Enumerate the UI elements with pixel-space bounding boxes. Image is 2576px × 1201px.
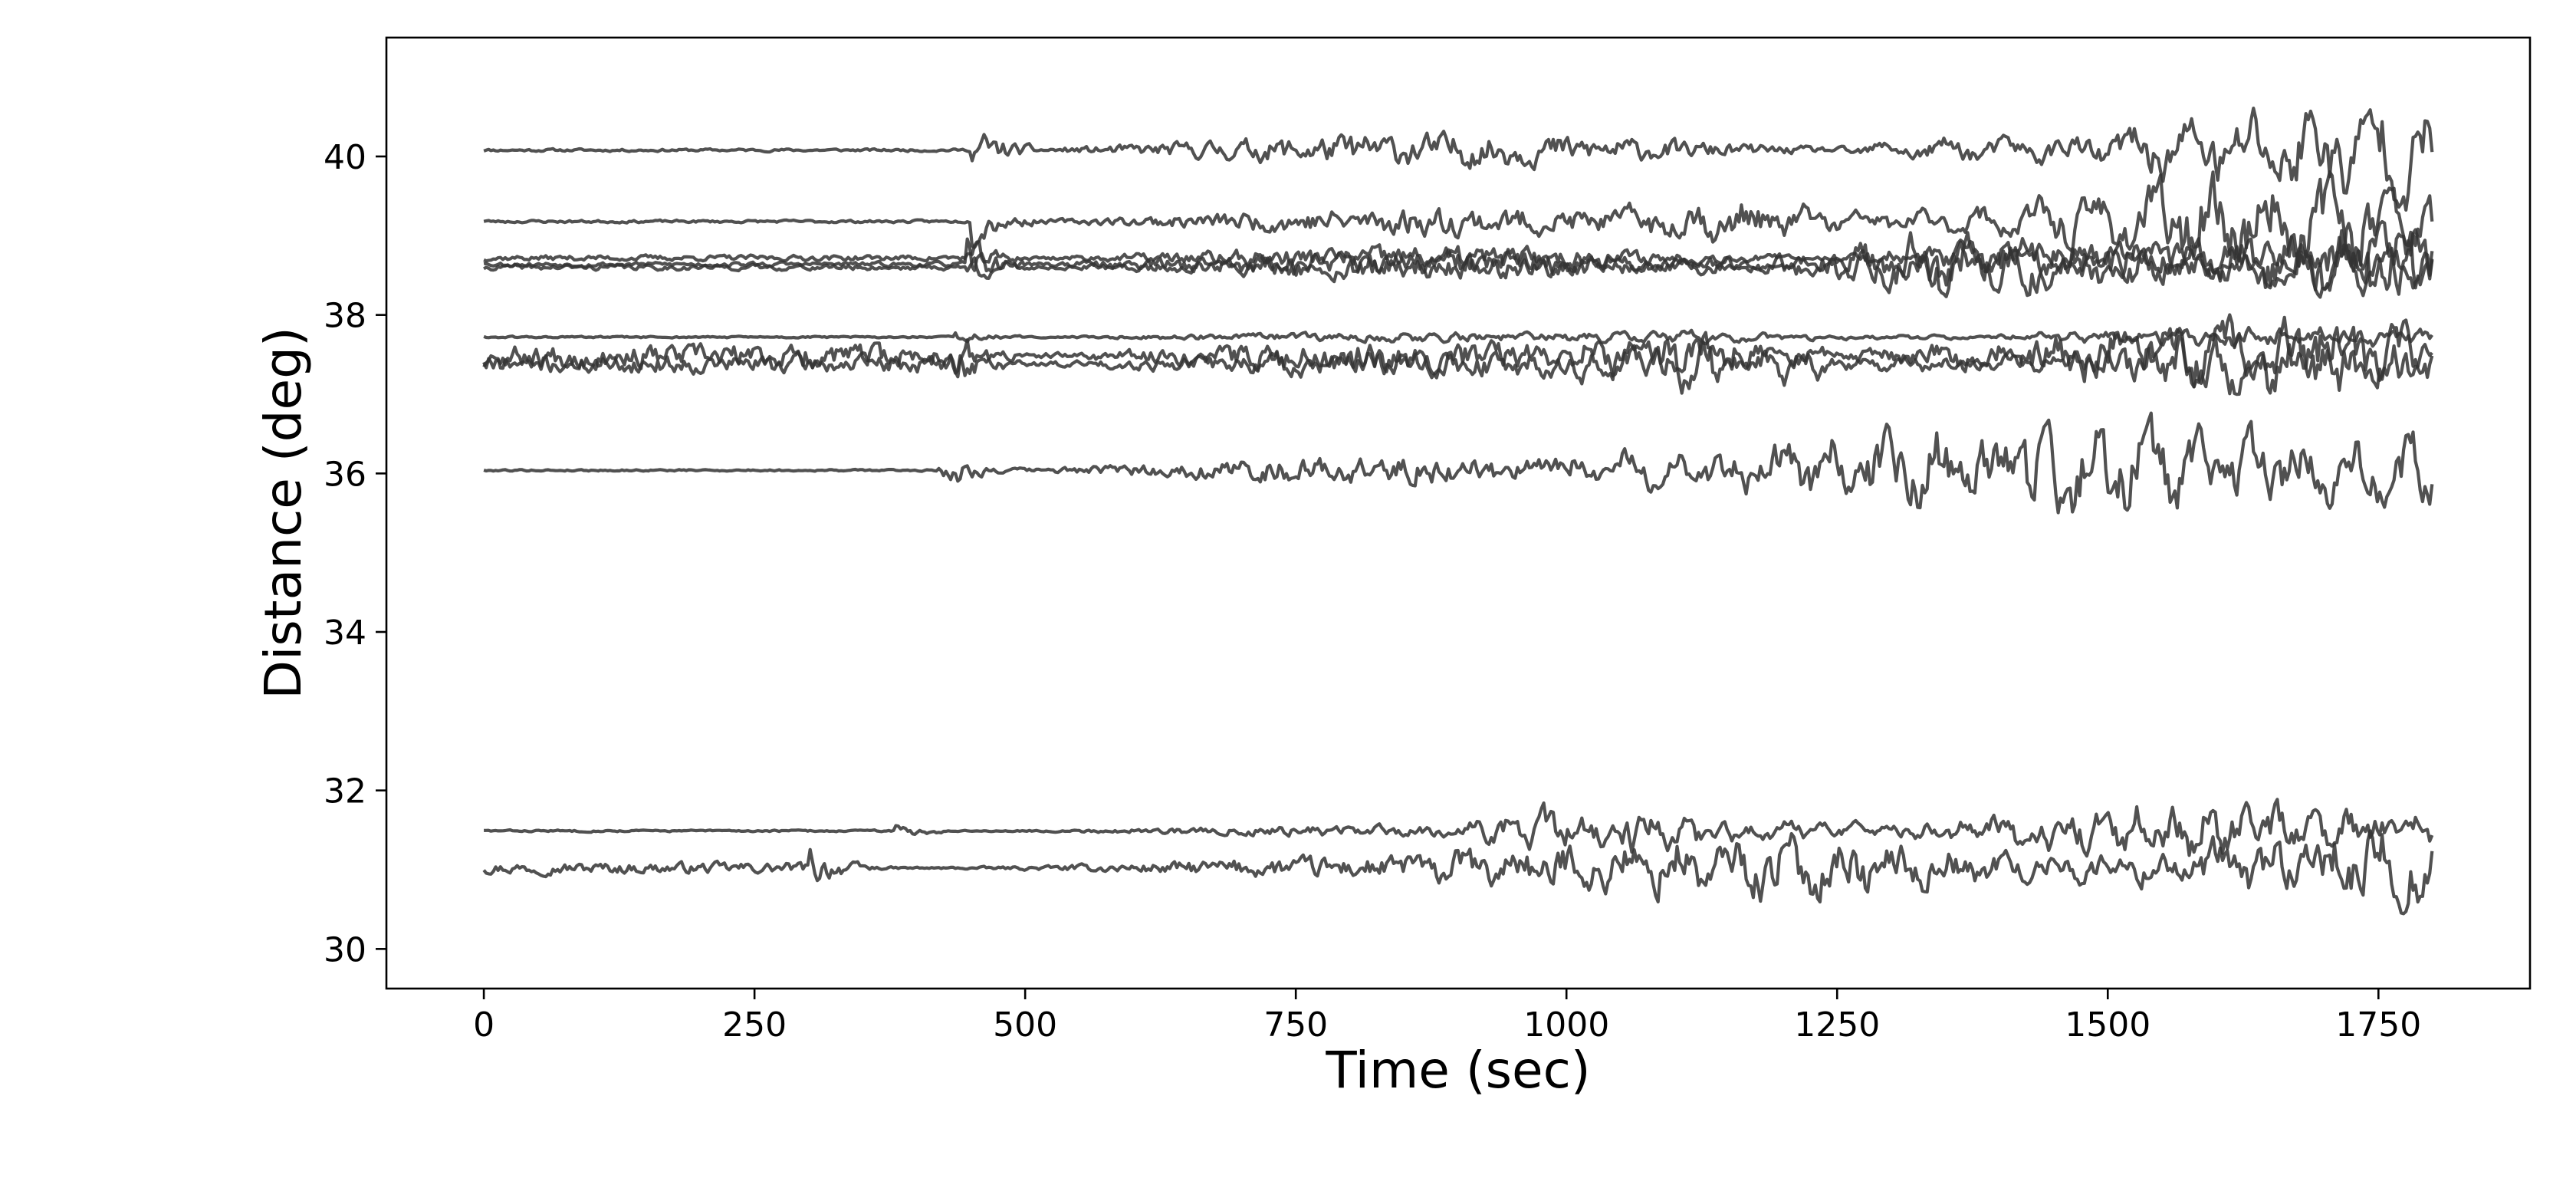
seismogram-trace — [484, 798, 2434, 858]
x-tick-label: 0 — [473, 1005, 495, 1045]
seismogram-trace — [483, 411, 2434, 515]
plot-frame — [385, 36, 2532, 990]
y-tick-label: 40 — [324, 138, 366, 177]
x-tick-label: 1000 — [1523, 1005, 1609, 1045]
y-tick-label: 30 — [324, 930, 366, 969]
seismogram-trace — [482, 331, 2433, 396]
y-tick-label: 32 — [324, 772, 366, 811]
y-tick-label: 38 — [324, 297, 366, 336]
seismogram-trace — [483, 222, 2434, 298]
y-tick-label: 36 — [324, 455, 366, 494]
seismogram-trace — [482, 829, 2434, 916]
x-tick-label: 500 — [993, 1005, 1057, 1045]
seismogram-trace — [482, 313, 2434, 389]
seismogram-trace — [483, 107, 2434, 212]
x-tick-label: 250 — [722, 1005, 787, 1045]
x-axis-title: Time (sec) — [1325, 1041, 1590, 1100]
trace-group — [482, 107, 2434, 916]
y-axis: 30 32 34 36 38 40 — [324, 138, 386, 969]
x-axis: 0 250 500 750 1000 1250 1500 1750 — [473, 989, 2421, 1045]
x-tick-label: 750 — [1263, 1005, 1328, 1045]
seismogram-trace — [483, 170, 2434, 273]
y-axis-title: Distance (deg) — [254, 327, 313, 699]
seismogram-trace — [483, 325, 2434, 348]
x-tick-label: 1500 — [2065, 1005, 2150, 1045]
y-tick-label: 34 — [324, 614, 366, 653]
x-tick-label: 1750 — [2335, 1005, 2421, 1045]
x-tick-label: 1250 — [1794, 1005, 1880, 1045]
seismogram-trace — [483, 237, 2434, 299]
